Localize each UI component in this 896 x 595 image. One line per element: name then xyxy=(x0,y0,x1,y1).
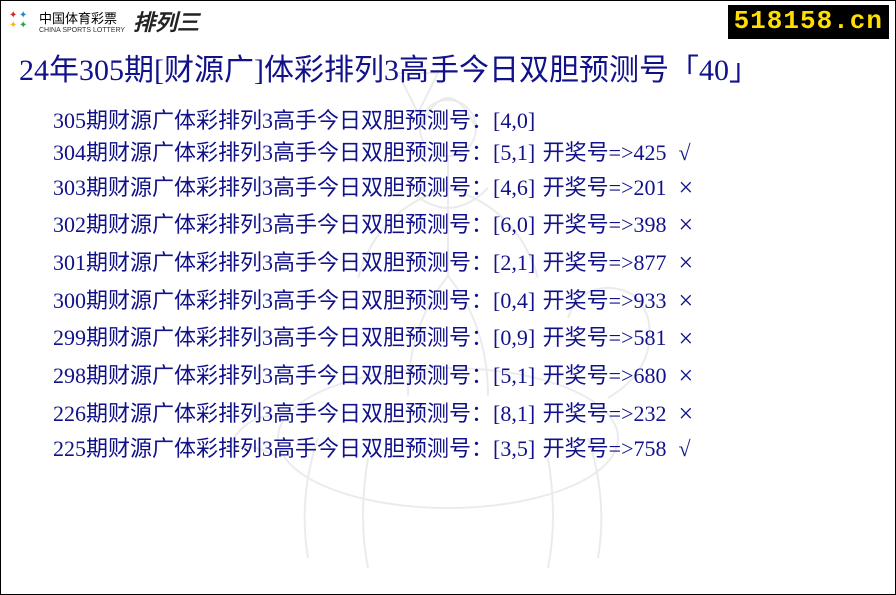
prediction-row: 298期财源广体彩排列3高手今日双胆预测号：[5,1] 开奖号=>680 xyxy=(53,357,895,395)
lottery-product-name: 排列三 xyxy=(133,5,199,37)
lottery-logo-cn: 中国体育彩票 xyxy=(39,8,125,27)
header: ✦✦ ✦✦ 中国体育彩票 CHINA SPORTS LOTTERY 排列三 51… xyxy=(1,1,895,39)
miss-mark-icon xyxy=(679,206,701,244)
miss-mark-icon xyxy=(679,282,701,320)
prediction-row: 300期财源广体彩排列3高手今日双胆预测号：[0,4] 开奖号=>933 xyxy=(53,282,895,320)
lottery-logo-en: CHINA SPORTS LOTTERY xyxy=(39,27,125,34)
prediction-row: 299期财源广体彩排列3高手今日双胆预测号：[0,9] 开奖号=>581 xyxy=(53,320,895,358)
miss-mark-icon xyxy=(679,320,701,358)
prediction-row: 304期财源广体彩排列3高手今日双胆预测号：[5,1] 开奖号=>425 xyxy=(53,137,895,169)
prediction-row: 225期财源广体彩排列3高手今日双胆预测号：[3,5] 开奖号=>758 xyxy=(53,433,895,465)
site-badge: 518158.cn xyxy=(728,5,889,39)
prediction-row: 303期财源广体彩排列3高手今日双胆预测号：[4,6] 开奖号=>201 xyxy=(53,169,895,207)
miss-mark-icon xyxy=(679,395,701,433)
miss-mark-icon xyxy=(679,169,701,207)
miss-mark-icon xyxy=(679,244,701,282)
page-title: 24年305期[财源广]体彩排列3高手今日双胆预测号「40」 xyxy=(1,39,895,105)
prediction-row: 301期财源广体彩排列3高手今日双胆预测号：[2,1] 开奖号=>877 xyxy=(53,244,895,282)
hit-mark-icon xyxy=(679,137,701,169)
lottery-logo-icon: ✦✦ ✦✦ xyxy=(9,12,33,30)
prediction-row: 226期财源广体彩排列3高手今日双胆预测号：[8,1] 开奖号=>232 xyxy=(53,395,895,433)
prediction-row: 305期财源广体彩排列3高手今日双胆预测号：[4,0] xyxy=(53,105,895,137)
hit-mark-icon xyxy=(679,433,701,465)
prediction-row: 302期财源广体彩排列3高手今日双胆预测号：[6,0] 开奖号=>398 xyxy=(53,206,895,244)
miss-mark-icon xyxy=(679,357,701,395)
prediction-list: 305期财源广体彩排列3高手今日双胆预测号：[4,0] 304期财源广体彩排列3… xyxy=(1,105,895,464)
lottery-logo: ✦✦ ✦✦ 中国体育彩票 CHINA SPORTS LOTTERY 排列三 xyxy=(9,5,199,37)
